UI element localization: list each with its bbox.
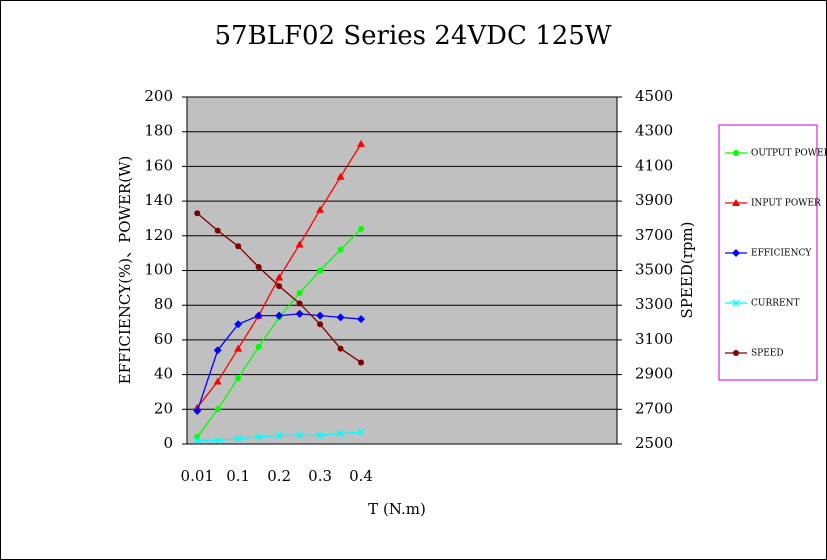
legend-marker bbox=[732, 249, 740, 257]
x-axis-title: T (N.m) bbox=[368, 500, 426, 518]
legend-label: INPUT POWER bbox=[751, 199, 821, 209]
data-point bbox=[337, 345, 344, 352]
data-point bbox=[276, 283, 283, 290]
y-tick-label: 140 bbox=[144, 191, 173, 209]
x-tick-label: 0.1 bbox=[226, 467, 250, 485]
legend-label: SPEED bbox=[751, 349, 784, 359]
y-tick-label: 180 bbox=[144, 122, 173, 140]
y-tick-label: 60 bbox=[154, 330, 173, 348]
y2-tick-label: 4100 bbox=[635, 156, 673, 174]
data-point bbox=[316, 311, 325, 320]
x-tick-label: 0.01 bbox=[181, 467, 214, 485]
data-point bbox=[336, 172, 345, 180]
data-point bbox=[235, 243, 242, 250]
y2-tick-label: 4500 bbox=[635, 87, 673, 105]
legend-marker bbox=[732, 299, 740, 307]
y-tick-label: 200 bbox=[144, 87, 173, 105]
data-point bbox=[316, 431, 324, 439]
y2-tick-label: 3300 bbox=[635, 295, 673, 313]
legend-label: CURRENT bbox=[751, 299, 799, 309]
data-point bbox=[295, 240, 304, 248]
legend-label: OUTPUT POWER bbox=[751, 149, 827, 159]
y2-tick-label: 2500 bbox=[635, 434, 673, 452]
y-axis-title: EFFICIENCY(%)、POWER(W) bbox=[116, 156, 134, 385]
y-tick-label: 80 bbox=[154, 295, 173, 313]
data-point bbox=[337, 430, 345, 438]
data-point bbox=[317, 267, 324, 274]
data-point bbox=[357, 315, 366, 324]
y-tick-label: 100 bbox=[144, 261, 173, 279]
data-point bbox=[275, 311, 284, 320]
data-point bbox=[358, 359, 365, 366]
data-point bbox=[193, 436, 201, 445]
data-point bbox=[235, 375, 242, 382]
legend-marker bbox=[733, 350, 739, 356]
y2-tick-label: 2700 bbox=[635, 399, 673, 417]
data-point bbox=[295, 309, 304, 318]
data-point bbox=[358, 225, 365, 232]
data-point bbox=[357, 139, 366, 147]
data-point bbox=[255, 264, 262, 271]
data-point bbox=[296, 300, 303, 307]
data-point bbox=[234, 435, 242, 443]
x-tick-label: 0.3 bbox=[308, 467, 332, 485]
y-tick-label: 0 bbox=[163, 434, 173, 452]
chart-title: 57BLF02 Series 24VDC 125W bbox=[215, 21, 612, 51]
legend-marker bbox=[732, 199, 740, 206]
data-point bbox=[296, 290, 303, 297]
legend-marker bbox=[733, 150, 739, 156]
y-tick-label: 40 bbox=[154, 365, 173, 383]
data-point bbox=[254, 311, 263, 320]
data-point bbox=[213, 377, 222, 385]
y2-tick-label: 3700 bbox=[635, 226, 673, 244]
data-point bbox=[336, 313, 345, 322]
x-tick-label: 0.4 bbox=[349, 467, 373, 485]
y2-tick-label: 3900 bbox=[635, 191, 673, 209]
data-point bbox=[214, 406, 221, 413]
x-tick-label: 0.2 bbox=[267, 467, 291, 485]
data-point bbox=[275, 431, 283, 439]
data-point bbox=[296, 431, 304, 439]
data-point bbox=[214, 436, 222, 445]
data-point bbox=[275, 273, 284, 281]
data-point bbox=[234, 344, 243, 352]
data-point bbox=[234, 320, 243, 329]
data-point bbox=[214, 227, 221, 234]
y-tick-label: 120 bbox=[144, 226, 173, 244]
data-point bbox=[357, 428, 365, 436]
data-point bbox=[255, 433, 263, 441]
y2-tick-label: 2900 bbox=[635, 365, 673, 383]
data-point bbox=[317, 321, 324, 328]
y-tick-label: 20 bbox=[154, 399, 173, 417]
data-point bbox=[213, 346, 222, 355]
data-point bbox=[193, 407, 202, 416]
y2-tick-label: 3100 bbox=[635, 330, 673, 348]
y2-tick-label: 3500 bbox=[635, 261, 673, 279]
data-point bbox=[337, 246, 344, 253]
y-tick-label: 160 bbox=[144, 156, 173, 174]
y2-axis-title: SPEED(rpm) bbox=[678, 222, 696, 319]
y2-tick-label: 4300 bbox=[635, 122, 673, 140]
data-point bbox=[316, 205, 325, 213]
data-point bbox=[255, 343, 262, 350]
legend-label: EFFICIENCY bbox=[751, 249, 812, 259]
data-point bbox=[194, 210, 201, 217]
